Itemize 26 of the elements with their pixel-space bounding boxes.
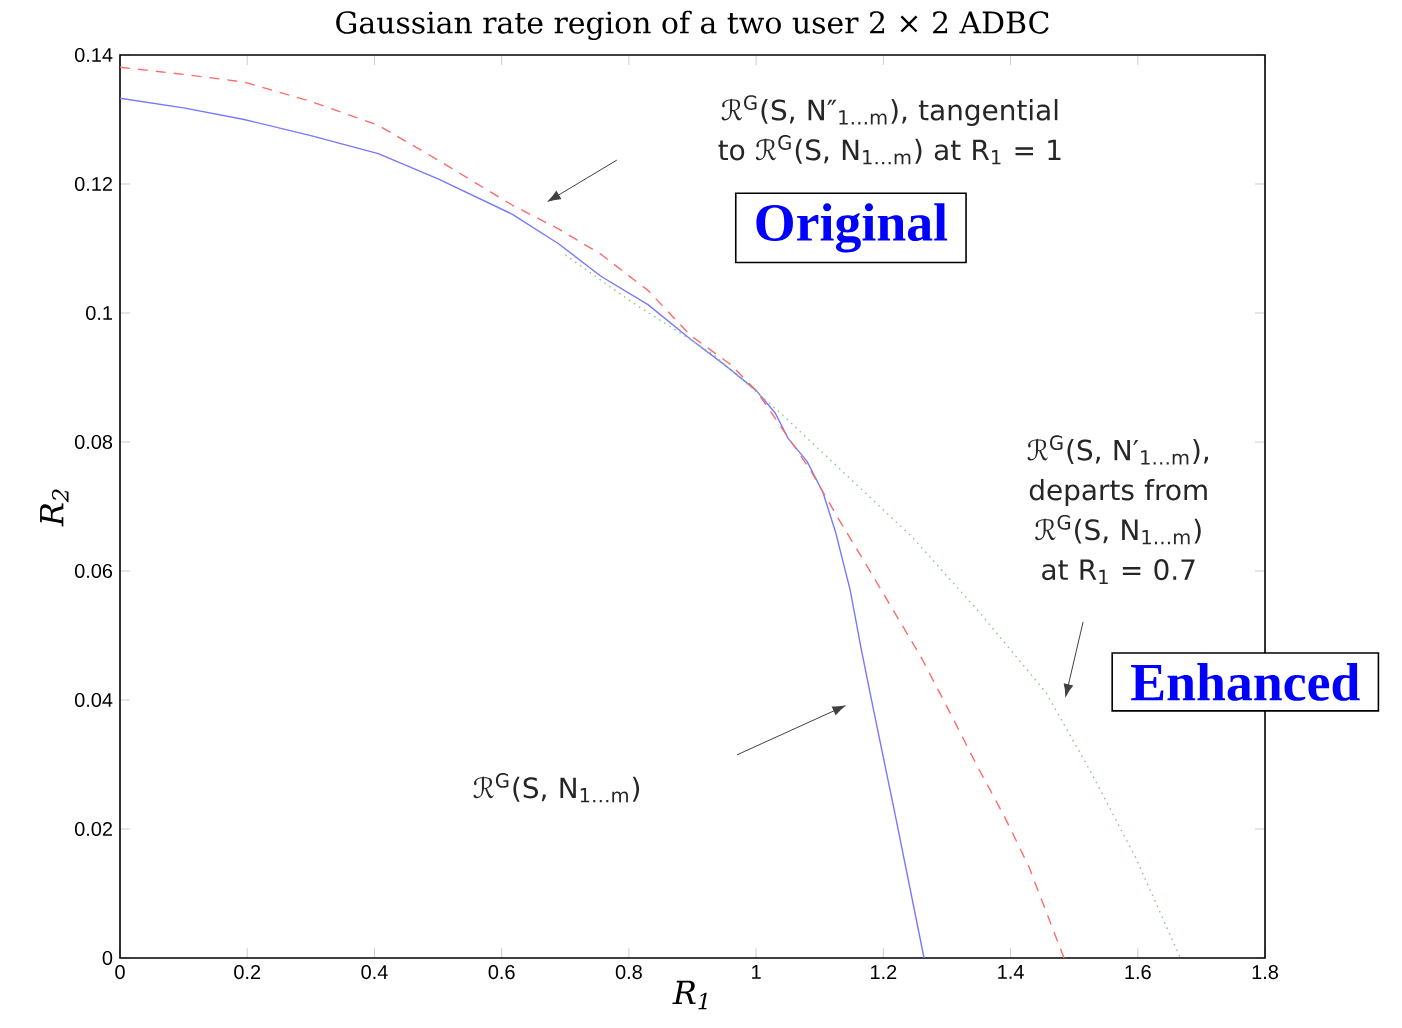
x-tick-label: 1.4 <box>998 965 1024 979</box>
y-axis-title: R$_{2}$ <box>40 489 69 527</box>
chart-title: Gaussian rate region of a two user 2 × 2 ADBC <box>336 10 1049 40</box>
x-tick-label: 0 <box>115 965 125 980</box>
text: ℛ$^{G}$(S, N′$_{1…m}$), departs from ℛ$^{G}$(S, N$_{1…m}$) at R$_{1}$ = 0.7 <box>1027 435 1209 585</box>
x-tick-label: 1.2 <box>871 965 897 979</box>
y-tick-label: 0.06 <box>74 563 113 579</box>
y-tick-label: 0 <box>102 950 113 966</box>
x-tick-label: 1.6 <box>1125 965 1151 980</box>
y-tick-label: 0.08 <box>74 434 113 450</box>
y-tick-label: 0.1 <box>86 305 113 321</box>
x-tick-label: 1 <box>752 965 761 979</box>
x-tick-label: 1.8 <box>1252 965 1278 980</box>
annotation: Enhanced <box>1131 662 1360 701</box>
y-tick-label: 0.12 <box>74 176 112 192</box>
x-tick-label: 0.6 <box>488 965 515 980</box>
annotation: Original <box>756 203 948 253</box>
y-tick-label: 0.04 <box>74 692 113 708</box>
x-tick-label: 0.2 <box>234 965 261 980</box>
x-tick-label: 0.4 <box>361 965 388 980</box>
y-tick-label: 0.14 <box>74 47 113 63</box>
annotation: ℛ$^{G}$(S, N$_{1…m}$) <box>473 773 640 803</box>
text: ℛ$^{G}$(S, N″$_{1…m}$), tangential to ℛ$^{G}$(S, N$_{1…m}$) at R$_{1}$ = 1 <box>718 95 1061 165</box>
y-tick-label: 0.02 <box>74 821 112 837</box>
x-tick-label: 0.8 <box>615 965 642 980</box>
x-axis-title: R$_{1}$ <box>672 980 707 1010</box>
